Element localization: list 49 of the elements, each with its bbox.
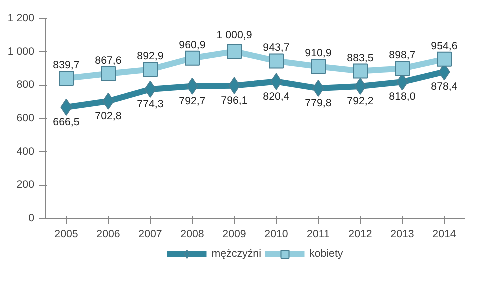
x-tick-label: 2006 (96, 228, 120, 240)
point (269, 54, 284, 69)
point (143, 62, 158, 78)
legend-label: mężczyźni (212, 248, 262, 260)
data-label: 820,4 (263, 90, 290, 103)
legend-label: kobiety (309, 248, 344, 260)
point (185, 50, 200, 66)
x-tick-label: 2011 (307, 228, 330, 240)
data-label: 779,8 (305, 98, 332, 110)
data-label: 792,2 (347, 95, 374, 108)
x-tick-label: 2012 (348, 228, 372, 240)
data-label: 818,0 (389, 91, 416, 104)
data-label: 883,5 (347, 52, 374, 64)
point (437, 52, 452, 67)
y-tick-label: 1 200 (8, 12, 35, 24)
data-label: 666,5 (53, 116, 80, 128)
x-tick-label: 2005 (54, 228, 78, 240)
y-tick-label: 0 (28, 212, 35, 224)
data-label: 878,4 (431, 81, 458, 94)
data-label: 1 000,9 (216, 30, 252, 42)
x-tick-label: 2007 (138, 228, 162, 240)
data-label: 702,8 (95, 110, 122, 122)
y-tick-label: 200 (16, 179, 35, 192)
point (353, 64, 368, 79)
y-tick-label: 400 (16, 146, 35, 158)
point (395, 61, 410, 76)
y-tick-label: 1 000 (8, 46, 35, 58)
x-tick-label: 2010 (264, 228, 288, 240)
data-label: 892,9 (137, 50, 164, 63)
data-label: 774,3 (137, 98, 164, 110)
data-label: 796,1 (221, 94, 248, 107)
x-tick-label: 2009 (222, 228, 246, 240)
point (227, 44, 242, 60)
point (59, 71, 74, 86)
data-label: 954,6 (431, 40, 458, 52)
data-label: 960,9 (179, 39, 206, 52)
data-label: 910,9 (305, 48, 332, 60)
data-label: 839,7 (53, 60, 80, 72)
x-tick-label: 2008 (180, 228, 204, 240)
data-label: 898,7 (389, 50, 416, 62)
data-label: 867,6 (95, 54, 122, 67)
x-tick-label: 2013 (390, 228, 414, 240)
data-label: 943,7 (263, 42, 290, 54)
y-tick-label: 800 (16, 79, 35, 92)
x-tick-label: 2014 (432, 228, 456, 240)
data-label: 792,7 (179, 95, 206, 108)
point (101, 66, 116, 82)
y-tick-label: 600 (16, 112, 35, 124)
point (311, 59, 326, 74)
